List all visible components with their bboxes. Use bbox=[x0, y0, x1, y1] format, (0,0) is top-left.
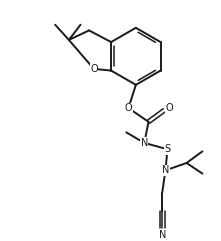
Text: O: O bbox=[125, 103, 132, 113]
Text: N: N bbox=[159, 230, 166, 240]
Text: S: S bbox=[164, 144, 171, 154]
Text: N: N bbox=[162, 165, 169, 175]
Text: O: O bbox=[166, 103, 173, 113]
Text: O: O bbox=[90, 64, 98, 74]
Text: N: N bbox=[141, 138, 148, 148]
